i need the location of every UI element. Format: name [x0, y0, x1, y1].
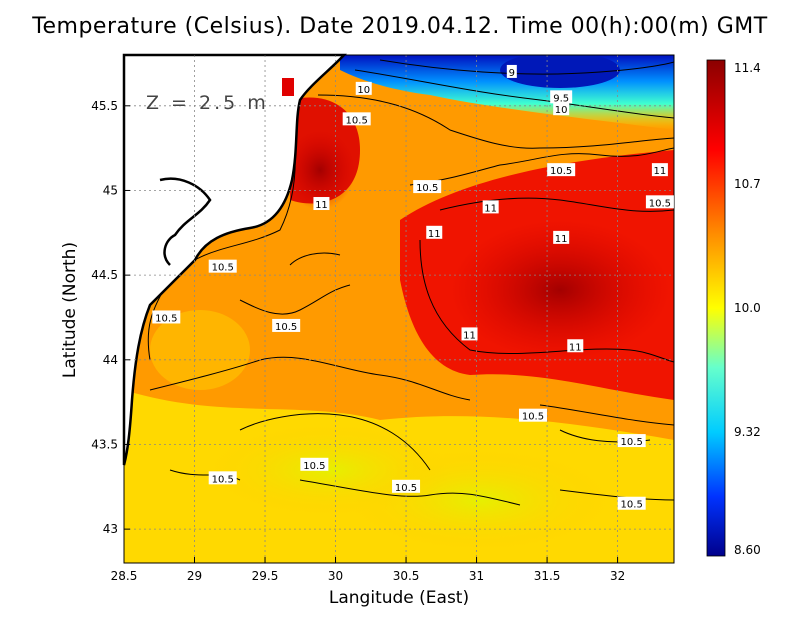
red-spot [282, 78, 294, 96]
contour-label-bg [313, 197, 330, 211]
colorbar [706, 59, 726, 557]
contour-label-bg [617, 434, 646, 448]
colorbar-ticks: 11.4 10.7 10.0 9.32 8.60 [734, 61, 761, 557]
contour-label: 10 [555, 105, 568, 116]
contour-label-bg [482, 200, 499, 214]
y-tick-label: 44 [103, 353, 118, 367]
x-ticks: 28.5 29 29.5 30 30.5 31 31.5 32 [111, 557, 625, 583]
contour-label: 10.5 [346, 115, 368, 126]
contour-label-bg [518, 408, 547, 422]
contour-label-bg [553, 230, 570, 244]
contour-label: 11 [654, 166, 667, 177]
y-tick-label: 45 [103, 183, 118, 197]
contour-label: 9 [509, 68, 515, 79]
y-tick-label: 43 [103, 522, 118, 536]
x-tick-label: 30.5 [393, 569, 420, 583]
contour-label-bg [506, 64, 517, 78]
contour-label: 10.5 [550, 166, 572, 177]
x-tick-label: 30 [328, 569, 343, 583]
x-tick-label: 29.5 [252, 569, 279, 583]
contour-label: 10.5 [155, 313, 177, 324]
contour-label-bg [272, 318, 301, 332]
chart-title: Temperature (Celsius). Date 2019.04.12. … [32, 14, 768, 39]
contour-label-bg [553, 102, 570, 116]
contour-label-bg [355, 81, 372, 95]
y-tick-label: 44.5 [91, 268, 118, 282]
contour-label: 10.5 [395, 483, 417, 494]
contour-label: 10.5 [416, 183, 438, 194]
contour-label-bg [547, 163, 576, 177]
colorbar-tick-label: 10.0 [734, 301, 761, 315]
contour-label-bg [567, 339, 584, 353]
contour-label-bg [550, 90, 573, 104]
y-tick-label: 45.5 [91, 99, 118, 113]
contour-label-bg [208, 259, 237, 273]
contour-label: 10.5 [621, 437, 643, 448]
contour-label: 10.5 [212, 263, 234, 274]
land-mass [122, 53, 347, 466]
contour-label: 11 [463, 330, 476, 341]
colorbar-tick-label: 11.4 [734, 61, 761, 75]
contour-label: 9.5 [553, 93, 569, 104]
contour-label-bg [645, 195, 674, 209]
x-tick-label: 31.5 [534, 569, 561, 583]
y-ticks: 43 43.5 44 44.5 45 45.5 [91, 99, 130, 536]
coast-inlet [159, 177, 212, 266]
x-tick-label: 28.5 [111, 569, 138, 583]
contour-label-bg [392, 479, 421, 493]
contour-label: 10.5 [275, 322, 297, 333]
colorbar-tick-label: 8.60 [734, 543, 761, 557]
x-tick-label: 31 [469, 569, 484, 583]
contour-label-bg [426, 225, 443, 239]
contour-label: 10.5 [522, 412, 544, 423]
contour-label: 10.5 [303, 461, 325, 472]
plot-frame [123, 54, 675, 564]
contour-label-bg [413, 180, 442, 194]
contour-label: 11 [484, 203, 497, 214]
x-axis-label: Langitude (East) [328, 588, 470, 608]
contour-label-bg [152, 310, 181, 324]
contour-label-bg [617, 496, 646, 510]
contour-label: 11 [315, 200, 328, 211]
contour-label: 10.5 [621, 500, 643, 511]
x-tick-label: 29 [187, 569, 202, 583]
contour-label: 10 [357, 85, 370, 96]
contour-label: 10.5 [649, 198, 671, 209]
depth-label: Z = 2.5 m [146, 92, 269, 114]
y-tick-label: 43.5 [91, 437, 118, 451]
contour-label: 11 [569, 342, 582, 353]
contour-label: 10.5 [212, 474, 234, 485]
contour-label-bg [300, 457, 329, 471]
x-tick-label: 32 [610, 569, 625, 583]
contour-label: 11 [428, 229, 441, 240]
contour-label-bg [461, 327, 478, 341]
contour-label-bg [208, 471, 237, 485]
grid-lines [124, 55, 674, 563]
contour-label-bg [342, 112, 371, 126]
colorbar-tick-label: 10.7 [734, 177, 761, 191]
contour-label-bg [651, 163, 668, 177]
contour-label: 11 [555, 234, 568, 245]
colorbar-tick-label: 9.32 [734, 425, 761, 439]
